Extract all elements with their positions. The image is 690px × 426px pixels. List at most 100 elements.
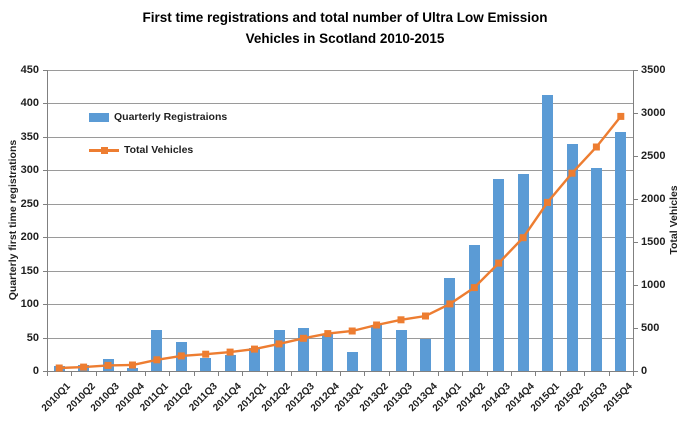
left-axis-tick-label: 0: [32, 365, 39, 377]
left-axis-tick: [43, 270, 47, 272]
bar-2010Q1: [53, 366, 65, 371]
bar-2015Q4: [615, 131, 627, 371]
bar-2012Q3: [297, 327, 309, 371]
x-axis-tick: [217, 372, 219, 376]
bar-2012Q1: [249, 347, 260, 371]
bar-2014Q3: [493, 179, 505, 371]
x-axis-tick: [47, 372, 48, 376]
bar-2014Q2: [468, 245, 480, 371]
right-axis-tick: [634, 285, 638, 286]
line-marker-2014Q4: [519, 234, 527, 242]
x-axis-tick: [340, 372, 341, 376]
x-axis-tick: [169, 372, 171, 376]
line-marker-2013Q2: [373, 321, 381, 329]
line-marker-2015Q1: [544, 198, 551, 206]
line-marker-2013Q1: [348, 327, 356, 335]
left-axis-tick: [43, 103, 47, 105]
line-marker-2013Q4: [422, 312, 429, 320]
x-axis-tick: [510, 372, 512, 376]
legend-item-quarterly-registrations: Quarterly Registraions: [89, 111, 227, 123]
gridline: [47, 70, 633, 71]
bar-2015Q1: [542, 95, 553, 371]
right-axis-tick: [634, 199, 638, 200]
bar-series-swatch-icon: [89, 112, 109, 122]
chart-title-line1: First time registrations and total numbe…: [142, 10, 548, 25]
left-axis-tick: [43, 170, 47, 172]
line-marker-2011Q1: [153, 356, 161, 364]
bar-2011Q2: [175, 341, 187, 371]
right-axis-tick: [634, 242, 638, 243]
left-axis-tick-label: 450: [20, 64, 39, 76]
line-marker-2015Q2: [568, 169, 576, 177]
x-axis-tick: [315, 372, 317, 376]
gridline: [47, 136, 633, 138]
right-axis-tick: [634, 113, 638, 114]
x-axis-tick: [559, 372, 561, 376]
gridline: [47, 304, 633, 306]
bar-2011Q1: [151, 329, 163, 371]
left-axis-tick: [43, 371, 47, 372]
x-axis-tick: [388, 372, 390, 376]
line-marker-2015Q3: [592, 143, 600, 151]
left-axis-tick: [43, 70, 47, 71]
bar-2015Q3: [590, 168, 602, 371]
right-axis-tick-label: 3000: [641, 107, 666, 119]
bar-2011Q3: [200, 357, 212, 371]
bar-2011Q4: [224, 354, 236, 371]
gridline: [47, 270, 633, 272]
bar-2014Q1: [444, 278, 456, 371]
x-axis-tick: [364, 372, 366, 376]
bar-2012Q2: [273, 329, 285, 371]
gridline: [47, 337, 633, 339]
x-axis-tick: [242, 372, 244, 376]
x-axis-tick: [584, 372, 586, 376]
line-marker-2012Q3: [299, 334, 307, 342]
right-axis-title: Total Vehicles: [668, 185, 680, 255]
x-axis-tick: [462, 372, 464, 376]
x-axis-line: [47, 371, 634, 372]
x-axis-tick: [413, 372, 415, 376]
bar-2010Q2: [78, 365, 90, 371]
left-axis-title: Quarterly first time registrations: [7, 139, 19, 301]
left-axis-tick-label: 400: [20, 97, 39, 110]
x-axis-tick: [437, 372, 439, 376]
line-marker-2014Q1: [446, 300, 454, 308]
x-axis-tick: [608, 372, 610, 376]
legend-label: Total Vehicles: [124, 144, 194, 156]
x-axis-tick: [95, 372, 97, 376]
bar-2013Q2: [371, 324, 383, 371]
right-axis-tick: [634, 328, 638, 329]
legend-label: Quarterly Registraions: [114, 111, 228, 123]
bar-2012Q4: [322, 334, 334, 371]
gridline: [47, 237, 633, 239]
bar-2013Q3: [395, 330, 407, 371]
bar-2015Q2: [566, 143, 578, 371]
chart-title: First time registrations and total numbe…: [0, 8, 690, 50]
x-axis-tick: [120, 372, 122, 376]
right-axis-tick: [634, 156, 638, 157]
line-marker-2011Q3: [202, 350, 210, 358]
chart-title-line2: Vehicles in Scotland 2010-2015: [245, 30, 445, 46]
right-axis-tick-label: 1000: [641, 279, 666, 291]
gridline: [47, 170, 633, 172]
legend-item-total-vehicles: Total Vehicles: [89, 144, 193, 156]
line-series-swatch-icon: [89, 146, 119, 155]
line-marker-2011Q2: [177, 352, 185, 360]
left-axis-tick: [43, 237, 47, 239]
line-marker-2012Q1: [251, 345, 258, 353]
line-marker-2011Q4: [226, 348, 234, 356]
x-axis-tick: [486, 372, 488, 376]
line-marker-2014Q2: [470, 284, 478, 292]
x-axis-tick: [291, 372, 293, 376]
right-axis-tick-label: 2500: [641, 150, 666, 162]
right-axis-line: [633, 70, 634, 371]
x-axis-tick: [193, 372, 195, 376]
left-axis-tick-label: 50: [26, 331, 39, 344]
line-marker-2014Q3: [495, 259, 503, 267]
line-marker-2013Q3: [397, 316, 405, 324]
line-marker-2010Q2: [80, 363, 88, 371]
x-axis-tick: [266, 372, 268, 376]
right-axis-tick-label: 0: [641, 365, 648, 377]
